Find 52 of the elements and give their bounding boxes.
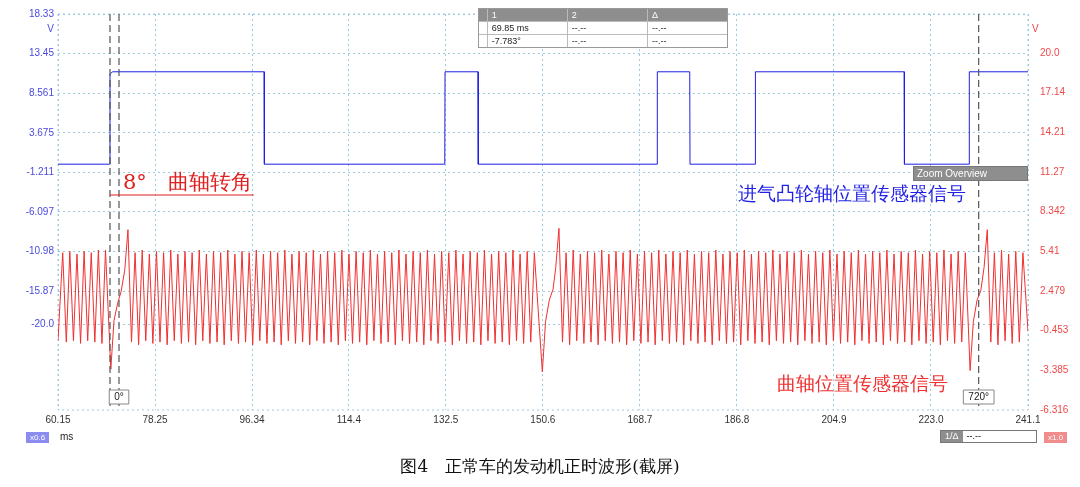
annotation: --.-- bbox=[646, 35, 727, 47]
x-tick-label: 168.7 bbox=[627, 413, 653, 425]
y-tick-label: -10.98 bbox=[25, 245, 55, 257]
annotation: --.-- bbox=[566, 22, 647, 34]
x-axis-title: ms bbox=[60, 430, 74, 442]
y-tick-label: -15.87 bbox=[25, 284, 55, 296]
series-label: 进气凸轮轴位置传感器信号 bbox=[738, 182, 966, 204]
y2-tick-label: 5.41 bbox=[1040, 244, 1060, 256]
x-tick-label: 241.1 bbox=[1015, 413, 1041, 425]
annotation: --.-- bbox=[646, 22, 727, 34]
text: 图4 正常车的发动机正时波形(截屏) bbox=[399, 455, 681, 478]
x-tick-label: 204.9 bbox=[821, 413, 847, 425]
y2-tick-label: -0.453 bbox=[1040, 324, 1069, 336]
series-label: 曲轴位置传感器信号 bbox=[777, 372, 948, 394]
y-tick-label: 3.675 bbox=[28, 126, 55, 138]
zoom-tag: x1.0 bbox=[1044, 432, 1068, 443]
y-tick-label: -6.097 bbox=[25, 205, 55, 217]
y-tick-label: 8.561 bbox=[28, 86, 55, 98]
annotation: 0° bbox=[114, 391, 124, 403]
annotation: -7.783° bbox=[486, 35, 567, 47]
y-tick-label: -1.211 bbox=[26, 166, 55, 178]
y2-tick-label: 14.21 bbox=[1040, 125, 1066, 137]
cursor-field: 1/Δ --.-- bbox=[940, 430, 1037, 443]
annotation: 720° bbox=[968, 391, 990, 403]
x-tick-label: 223.0 bbox=[918, 413, 944, 425]
x-tick-label: 60.15 bbox=[45, 413, 71, 425]
x-tick-label: 132.5 bbox=[433, 413, 459, 425]
y2-tick-label: 20.0 bbox=[1040, 47, 1060, 59]
annotation: 2 bbox=[566, 9, 647, 21]
zoom-tag: x0.6 bbox=[26, 432, 50, 443]
y2-tick-label: -3.385 bbox=[1040, 364, 1069, 376]
y-tick-label: 13.45 bbox=[28, 47, 55, 59]
x-tick-label: 96.34 bbox=[239, 413, 265, 425]
overview-window: Zoom Overview bbox=[913, 166, 1028, 181]
x-tick-label: 78.25 bbox=[142, 413, 168, 425]
y-tick-label: -20.0 bbox=[31, 318, 55, 330]
y-tick-label: 18.33 bbox=[28, 7, 55, 19]
y2-tick-label: 8.342 bbox=[1040, 205, 1066, 217]
y-axis-title: V bbox=[47, 22, 55, 34]
y2-tick-label: -6.316 bbox=[1040, 403, 1069, 415]
x-tick-label: 186.8 bbox=[724, 413, 750, 425]
y2-tick-label: 11.27 bbox=[1040, 165, 1065, 177]
x-tick-label: 114.4 bbox=[336, 413, 362, 425]
annotation: 1 bbox=[486, 9, 567, 21]
annotation: 69.85 ms bbox=[486, 22, 567, 34]
y2-tick-label: 17.14 bbox=[1040, 86, 1066, 98]
x-tick-label: 150.6 bbox=[530, 413, 556, 425]
annotation: 8° 曲轴转角 bbox=[123, 170, 252, 194]
y2-tick-label: 2.479 bbox=[1040, 284, 1066, 296]
annotation: --.-- bbox=[566, 35, 647, 47]
annotation: Δ bbox=[646, 9, 727, 21]
y2-axis-title: V bbox=[1032, 22, 1039, 34]
